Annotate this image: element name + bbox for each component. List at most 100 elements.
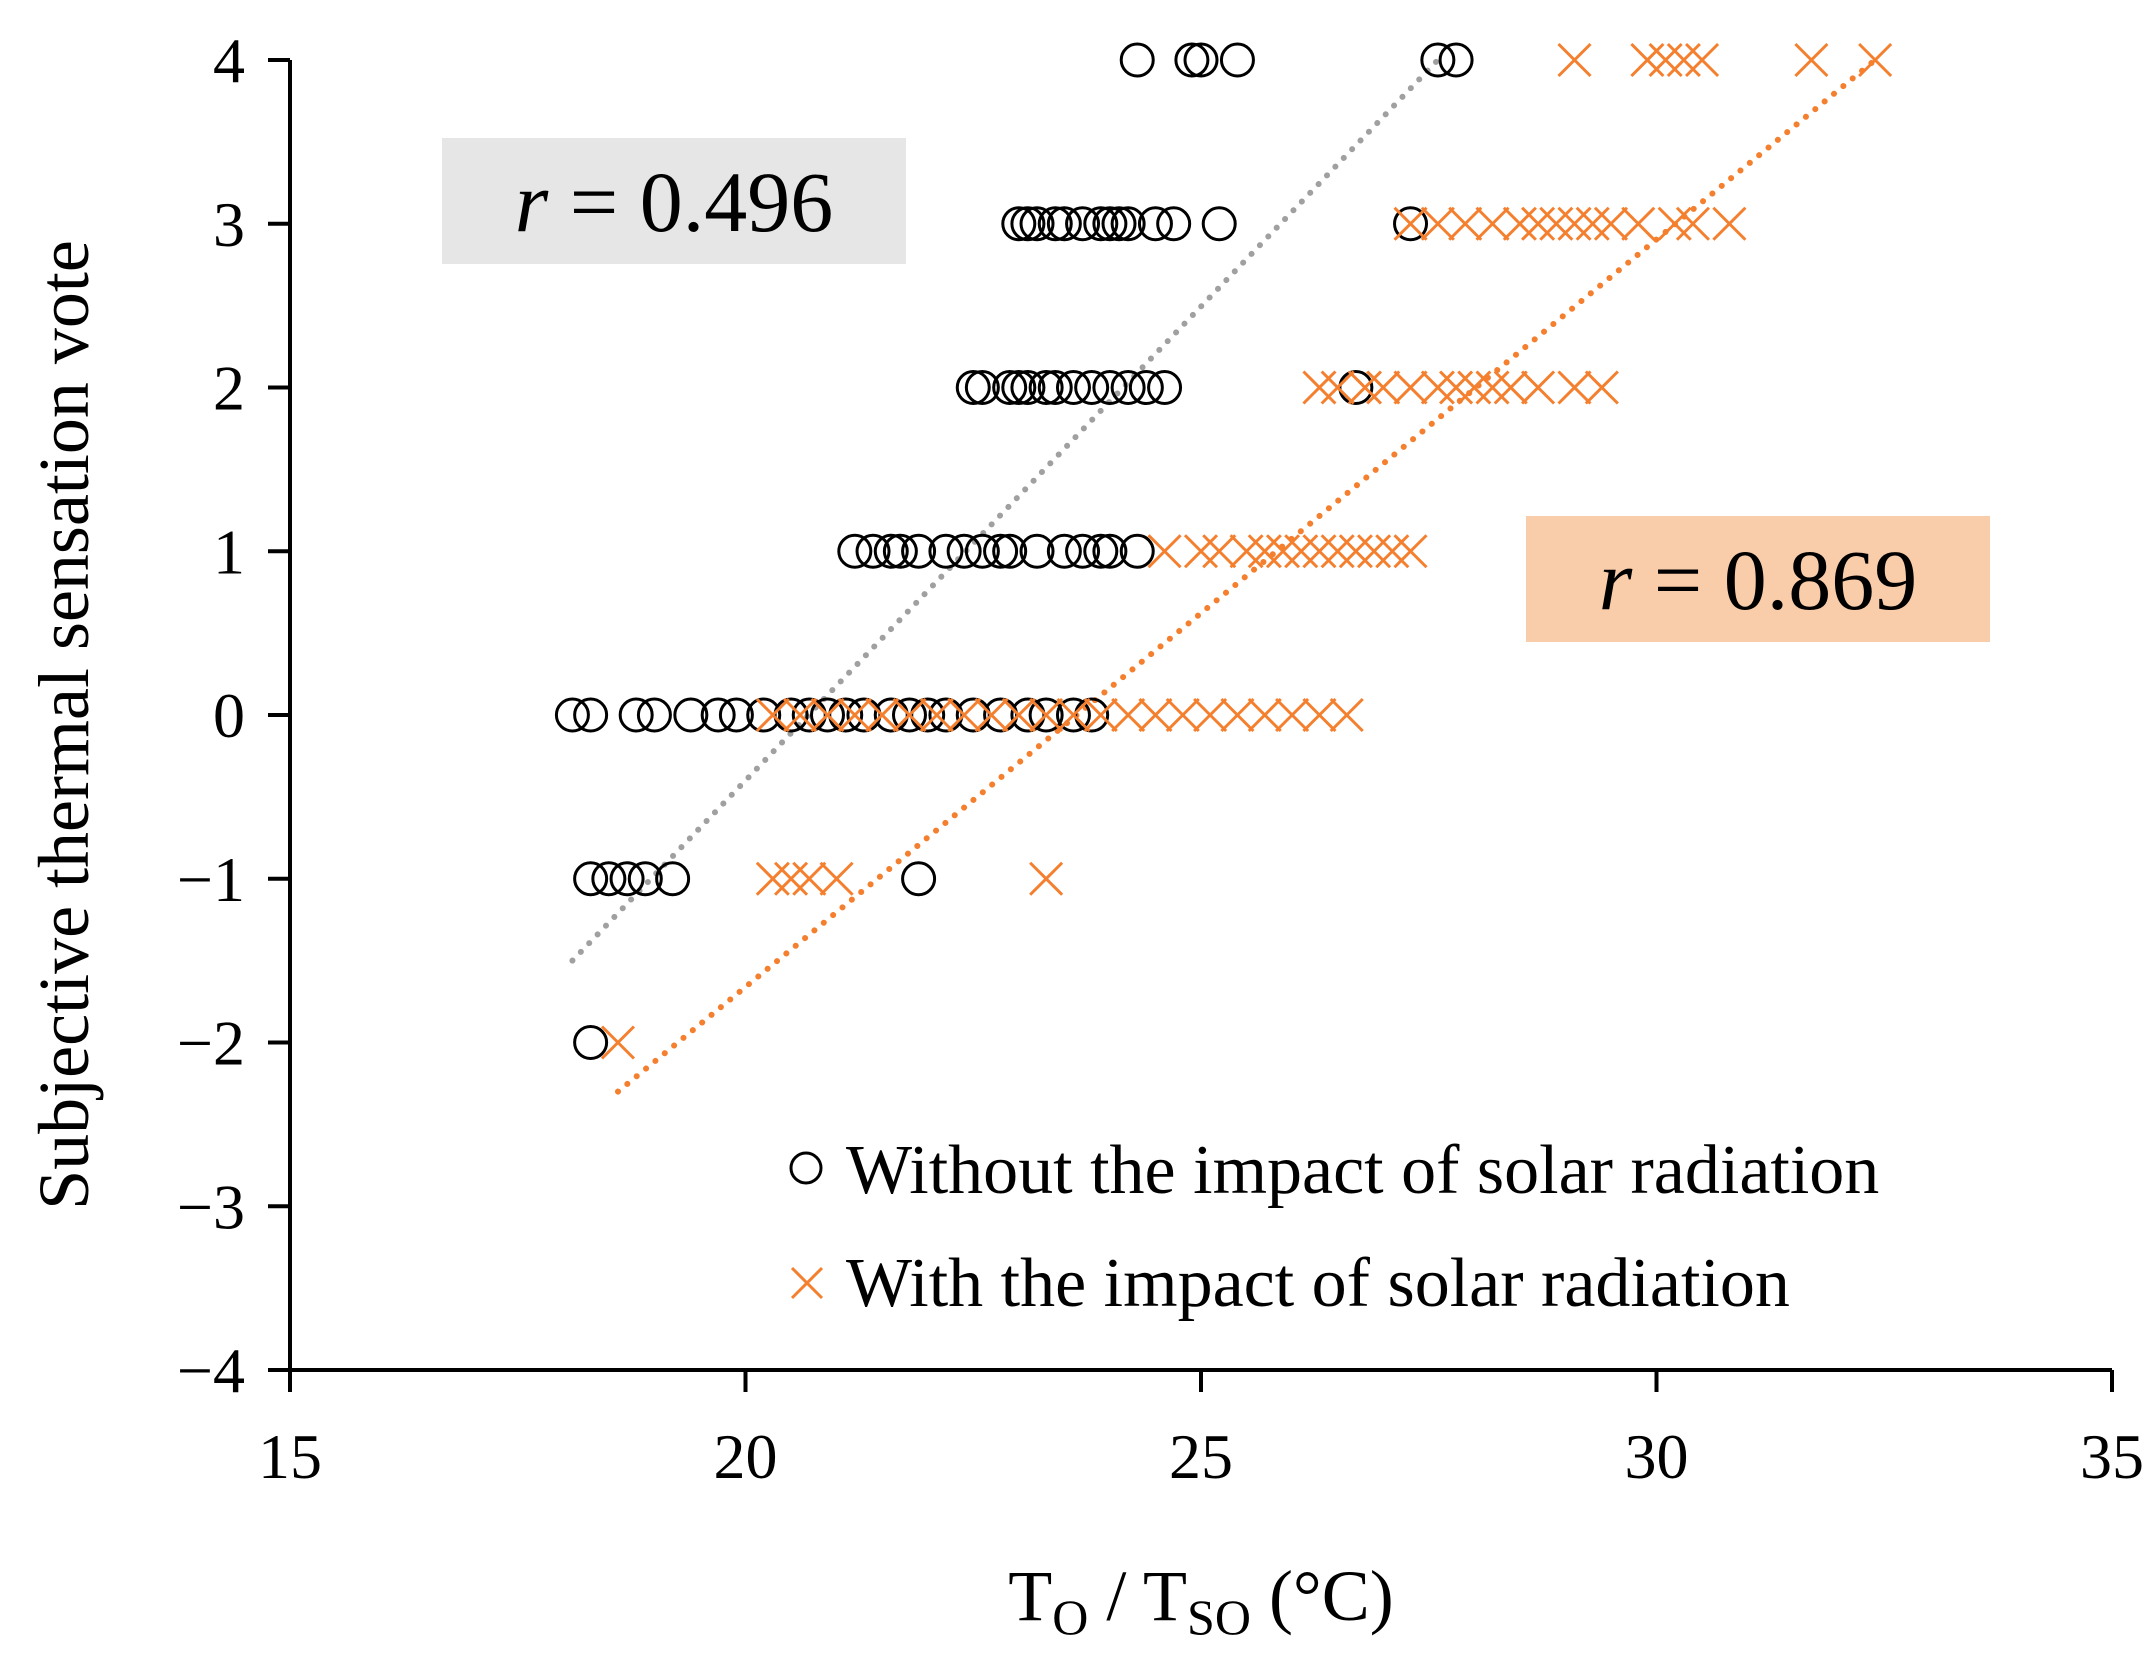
- point-with: [1657, 206, 1692, 241]
- point-without: [964, 533, 1000, 569]
- point-with: [1338, 534, 1373, 569]
- point-without: [746, 697, 782, 733]
- y-tick-label: 4: [213, 25, 245, 96]
- point-with: [1557, 206, 1592, 241]
- legend: Without the impact of solar radiation Wi…: [789, 1132, 1879, 1322]
- point-with: [1229, 534, 1264, 569]
- point-with: [1320, 534, 1355, 569]
- point-with: [892, 697, 927, 733]
- point-with: [1420, 206, 1455, 241]
- point-with: [1247, 534, 1282, 569]
- point-with: [792, 861, 827, 896]
- point-with: [1475, 370, 1510, 405]
- point-with: [819, 861, 854, 896]
- point-without: [1137, 206, 1173, 242]
- point-without: [1010, 697, 1046, 733]
- y-tick-label: 2: [213, 353, 245, 424]
- x-tick-label: 20: [714, 1421, 778, 1492]
- point-without: [828, 697, 864, 733]
- point-with: [1539, 206, 1574, 241]
- x-tick-label: 25: [1169, 1421, 1233, 1492]
- point-without: [1393, 206, 1429, 242]
- point-without: [964, 370, 1000, 405]
- point-without: [910, 697, 946, 733]
- point-with: [1265, 534, 1301, 569]
- point-without: [791, 697, 827, 733]
- r-annotation-with: r = 0.869: [1526, 516, 1990, 642]
- point-without: [618, 697, 654, 733]
- point-without: [1092, 206, 1128, 242]
- trendline-without: [569, 57, 1441, 964]
- point-without: [1019, 533, 1055, 569]
- point-without: [1001, 206, 1037, 242]
- point-with: [1138, 697, 1173, 733]
- point-without: [1092, 533, 1128, 569]
- point-without: [1055, 697, 1091, 733]
- y-tick-label: −2: [177, 1008, 245, 1079]
- point-with: [1302, 534, 1337, 569]
- point-without: [1046, 206, 1082, 242]
- point-with: [1284, 534, 1319, 569]
- point-with: [783, 697, 818, 733]
- point-with: [1575, 206, 1610, 241]
- point-without: [1028, 370, 1064, 405]
- point-with: [1584, 370, 1619, 405]
- point-without: [1037, 370, 1073, 405]
- point-without: [983, 697, 1019, 733]
- point-without: [655, 861, 691, 897]
- point-without: [1065, 533, 1101, 569]
- point-without: [809, 697, 845, 733]
- point-without: [1438, 42, 1474, 78]
- point-without: [1010, 206, 1046, 242]
- point-with: [600, 1025, 636, 1060]
- point-without: [673, 697, 709, 733]
- point-with: [1375, 534, 1410, 569]
- point-without: [946, 533, 982, 569]
- point-with: [1320, 370, 1355, 405]
- point-with: [755, 861, 790, 896]
- point-with: [773, 861, 809, 896]
- r-annotation-with-text: r = 0.869: [1599, 532, 1917, 628]
- point-without: [1110, 370, 1146, 405]
- point-without: [1037, 206, 1073, 242]
- point-with: [1357, 534, 1392, 569]
- point-without: [955, 370, 991, 405]
- legend-label-with: With the impact of solar radiation: [846, 1245, 1790, 1322]
- y-axis-title: Subjective thermal sensation vote: [24, 240, 104, 1210]
- point-with: [1302, 697, 1337, 733]
- y-tick-label: 1: [213, 516, 245, 587]
- x-tick-label: 15: [258, 1421, 322, 1492]
- point-with: [1275, 697, 1310, 733]
- y-tick-label: 0: [213, 680, 245, 751]
- point-without: [591, 861, 627, 897]
- point-without: [1001, 370, 1037, 405]
- point-with: [1247, 697, 1282, 733]
- point-with: [1630, 42, 1665, 78]
- point-without: [837, 533, 873, 569]
- r-annotation-without: r = 0.496: [442, 138, 906, 264]
- point-without: [1128, 370, 1164, 405]
- point-with: [1593, 206, 1629, 241]
- point-with: [1493, 370, 1528, 405]
- point-with: [919, 697, 954, 733]
- point-with: [1448, 206, 1483, 241]
- point-with: [1165, 697, 1200, 733]
- point-with: [1329, 697, 1364, 733]
- point-without: [1110, 206, 1146, 242]
- point-with: [1666, 42, 1701, 78]
- point-with: [1366, 370, 1401, 405]
- point-without: [873, 697, 909, 733]
- x-axis-title: TO / TSO (°C): [1008, 1556, 1393, 1645]
- point-without: [928, 697, 964, 733]
- point-without: [1174, 42, 1210, 78]
- point-with: [1302, 370, 1337, 405]
- point-with: [1457, 370, 1492, 405]
- point-without: [983, 533, 1019, 569]
- point-without: [855, 533, 891, 569]
- point-without: [992, 533, 1028, 569]
- y-tick-label: −4: [177, 1335, 245, 1406]
- point-without: [1055, 370, 1091, 405]
- point-without: [1065, 206, 1101, 242]
- point-with: [1202, 534, 1237, 569]
